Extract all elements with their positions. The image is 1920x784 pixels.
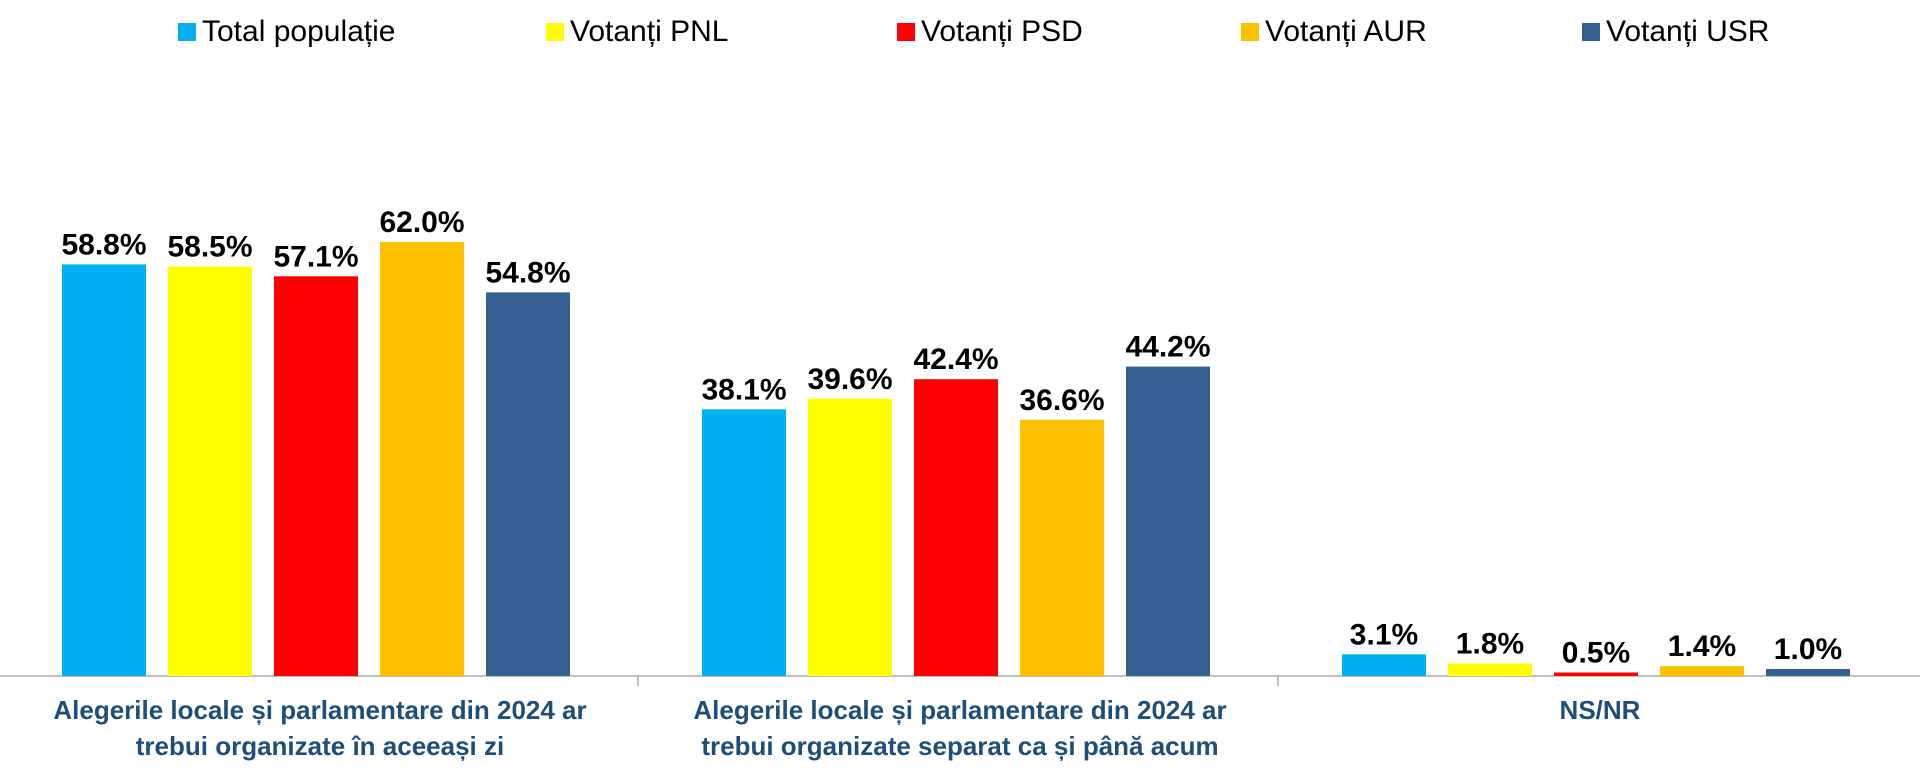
data-label: 58.8% (61, 228, 146, 261)
bar (1660, 666, 1744, 676)
category-label: NS/NR (1559, 695, 1641, 725)
bar (486, 292, 570, 676)
bar (914, 379, 998, 676)
data-label: 1.4% (1668, 630, 1736, 663)
category-label: Alegerile locale și parlamentare din 202… (693, 695, 1227, 761)
legend-item-usr: Votanți USR (1582, 12, 1769, 52)
legend-item-total: Total populație (178, 12, 395, 52)
data-label: 44.2% (1125, 331, 1210, 364)
legend-item-aur: Votanți AUR (1241, 12, 1427, 52)
bar (702, 409, 786, 676)
data-label: 57.1% (273, 240, 358, 273)
legend-swatch (546, 23, 564, 41)
legend-swatch (897, 23, 915, 41)
legend-item-pnl: Votanți PNL (546, 12, 728, 52)
legend: Total populație Votanți PNL Votanți PSD … (0, 12, 1920, 52)
data-label: 3.1% (1350, 618, 1418, 651)
bar (380, 242, 464, 676)
legend-swatch (1582, 23, 1600, 41)
data-label: 36.6% (1019, 384, 1104, 417)
data-label: 58.5% (167, 231, 252, 264)
data-label: 62.0% (379, 206, 464, 239)
bar (62, 264, 146, 676)
legend-label: Votanți PSD (921, 15, 1083, 48)
legend-label: Total populație (202, 15, 396, 48)
legend-label: Votanți AUR (1265, 15, 1427, 48)
legend-swatch (178, 23, 196, 41)
category-label: Alegerile locale și parlamentare din 202… (53, 695, 587, 761)
bar (168, 266, 252, 676)
data-label: 54.8% (485, 256, 570, 289)
legend-item-psd: Votanți PSD (897, 12, 1083, 52)
bar (1448, 663, 1532, 676)
data-label: 0.5% (1562, 637, 1630, 670)
bar (808, 398, 892, 676)
data-label: 42.4% (913, 343, 998, 376)
data-label: 1.8% (1456, 627, 1524, 660)
data-label: 39.6% (807, 363, 892, 396)
bar (1766, 669, 1850, 676)
data-label: 38.1% (701, 373, 786, 406)
legend-label: Votanți PNL (570, 15, 729, 48)
data-label: 1.0% (1774, 633, 1842, 666)
legend-label: Votanți USR (1606, 15, 1770, 48)
bar (1342, 654, 1426, 676)
legend-swatch (1241, 23, 1259, 41)
bar (1126, 366, 1210, 676)
bar (1020, 419, 1104, 676)
bar (1554, 672, 1638, 676)
bar (274, 276, 358, 676)
